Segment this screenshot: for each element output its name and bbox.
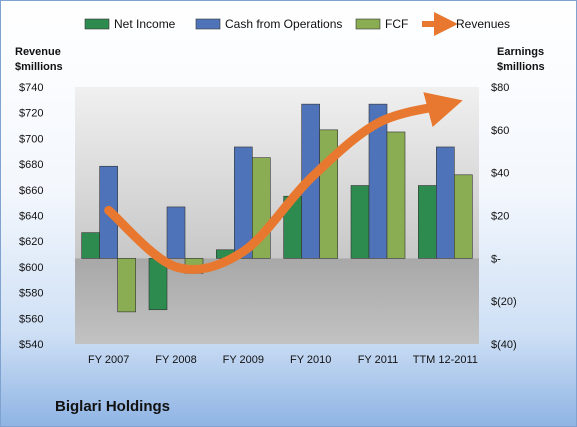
left-tick-label: $680 xyxy=(19,159,43,171)
left-tick-label: $660 xyxy=(19,185,43,197)
plot-area-lower xyxy=(75,258,479,344)
left-tick-label: $600 xyxy=(19,262,43,274)
legend-label-revenues: Revenues xyxy=(456,17,510,31)
right-tick-label: $60 xyxy=(491,125,509,137)
bar-fcf-3 xyxy=(319,129,338,259)
left-tick-label: $540 xyxy=(19,339,43,351)
legend-label-cash-from-operations: Cash from Operations xyxy=(225,17,342,31)
legend-label-net-income: Net Income xyxy=(114,17,176,31)
right-tick-label: $80 xyxy=(491,82,509,94)
left-axis-ticks: $740 $720 $700 $680 $660 $640 $620 $600 $580 $560… xyxy=(19,82,43,351)
left-tick-label: $740 xyxy=(19,82,43,94)
legend-label-fcf: FCF xyxy=(385,17,408,31)
legend-swatch-cash-from-operations xyxy=(195,18,221,30)
company-name: Biglari Holdings xyxy=(55,398,171,415)
left-tick-label: $700 xyxy=(19,133,43,145)
revenue-line-group xyxy=(104,92,463,274)
bar-fcf-4 xyxy=(386,131,406,259)
bar-cash-from-operations-1 xyxy=(166,206,186,259)
bar-cash-from-operations-5 xyxy=(436,146,455,259)
left-tick-label: $640 xyxy=(19,211,43,223)
right-tick-label: $(20) xyxy=(491,296,517,308)
left-tick-label: $720 xyxy=(19,108,43,120)
right-tick-label: $40 xyxy=(491,168,509,180)
bar-fcf-0 xyxy=(117,258,136,313)
x-tick-label: FY 2009 xyxy=(223,354,264,366)
x-tick-label: FY 2007 xyxy=(88,354,129,366)
right-axis-title-line2: $millions xyxy=(497,61,545,73)
x-tick-label: FY 2008 xyxy=(155,354,196,366)
left-tick-label: $560 xyxy=(19,313,43,325)
x-tick-label: FY 2010 xyxy=(290,354,331,366)
bar-net-income-0 xyxy=(81,232,100,259)
left-axis-title-line1: Revenue xyxy=(15,46,61,58)
right-tick-label: $(40) xyxy=(491,339,517,351)
x-tick-label: TTM 12-2011 xyxy=(413,354,478,366)
right-axis-title-line1: Earnings xyxy=(497,46,544,58)
x-tick-label: FY 2011 xyxy=(358,354,399,366)
x-axis-ticks: FY 2007 FY 2008 FY 2009 FY 2010 FY 2011 TTM 1… xyxy=(88,354,478,366)
bar-fcf-5 xyxy=(454,174,473,259)
legend-swatch-fcf xyxy=(355,18,381,30)
legend-swatch-net-income xyxy=(84,18,110,30)
left-axis-title-line2: $millions xyxy=(15,61,63,73)
left-tick-label: $580 xyxy=(19,288,43,300)
right-tick-label: $20 xyxy=(491,211,509,223)
bar-net-income-5 xyxy=(418,185,437,259)
right-axis-ticks: $80 $60 $40 $20 $- $(20) $(40) xyxy=(491,82,517,351)
bar-net-income-4 xyxy=(350,185,370,259)
right-tick-label: $- xyxy=(491,253,501,265)
revenue-line xyxy=(104,92,463,274)
left-tick-label: $620 xyxy=(19,236,43,248)
legend: Net Income Cash from Operations FCF Revenue… xyxy=(84,12,510,36)
